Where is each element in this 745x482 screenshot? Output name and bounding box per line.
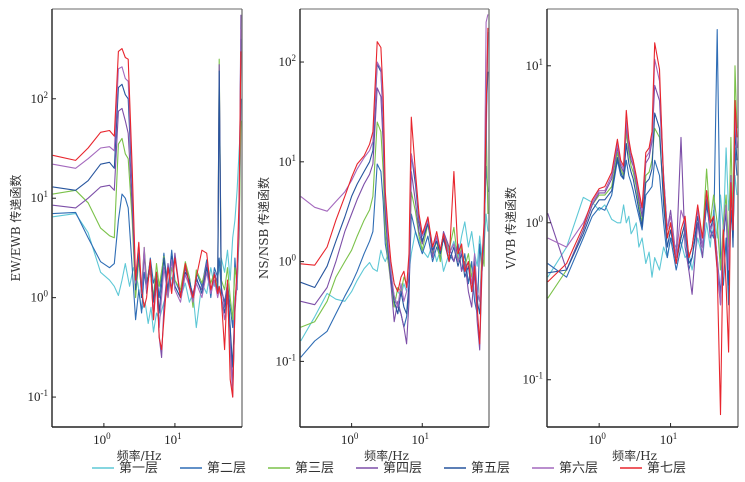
series-line-v-2 bbox=[547, 29, 738, 306]
x-tick-label: 101 bbox=[164, 431, 182, 447]
x-tick-label: 100 bbox=[341, 431, 359, 447]
series-line-v-6 bbox=[547, 58, 738, 306]
legend-label: 第二层 bbox=[207, 461, 246, 476]
legend-item: 第二层 bbox=[180, 461, 246, 476]
y-tick-label: 101 bbox=[526, 57, 544, 73]
series-line-ew-4 bbox=[52, 14, 242, 390]
x-axis-label: 频率/Hz bbox=[612, 448, 657, 463]
y-axis-label: V/VB 传递函数 bbox=[503, 187, 518, 270]
legend-item: 第四层 bbox=[356, 461, 422, 476]
x-tick-label: 101 bbox=[412, 431, 430, 447]
legend-label: 第三层 bbox=[295, 461, 334, 476]
panel-ns: 100 101 10-1 100 101 102 频率/Hz NS/NSB 传递函数 bbox=[256, 8, 490, 463]
legend-item: 第一层 bbox=[92, 461, 158, 476]
series-group bbox=[300, 14, 489, 358]
y-tick-label: 102 bbox=[279, 53, 297, 69]
series-group bbox=[547, 29, 738, 416]
legend-item: 第六层 bbox=[532, 461, 598, 476]
y-tick-label: 10-1 bbox=[276, 352, 297, 368]
y-tick-label: 100 bbox=[526, 214, 544, 230]
y-tick-label: 101 bbox=[31, 189, 49, 205]
legend-label: 第七层 bbox=[647, 461, 686, 476]
legend-item: 第五层 bbox=[444, 461, 510, 476]
legend-item: 第三层 bbox=[268, 461, 334, 476]
series-line-v-7 bbox=[547, 42, 738, 416]
y-tick-label: 10-1 bbox=[28, 388, 49, 404]
series-line-ns-7 bbox=[300, 27, 489, 345]
series-line-ns-6 bbox=[300, 14, 489, 308]
series-line-ns-1 bbox=[300, 213, 489, 342]
y-tick-label: 102 bbox=[31, 90, 49, 106]
y-axis-label: NS/NSB 传递函数 bbox=[256, 177, 271, 279]
panel-ew: 100 101 10-1 100 101 102 频率/Hz EW/EWB 传递函数 bbox=[8, 8, 243, 463]
series-line-ew-5 bbox=[52, 38, 242, 368]
x-axis-label: 频率/Hz bbox=[364, 448, 409, 463]
series-line-v-5 bbox=[547, 112, 738, 295]
y-tick-label: 100 bbox=[279, 253, 297, 269]
y-axis-label: EW/EWB 传递函数 bbox=[8, 175, 23, 282]
legend-item: 第七层 bbox=[620, 461, 686, 476]
y-tick-label: 100 bbox=[31, 289, 49, 305]
series-group bbox=[52, 14, 242, 398]
x-tick-label: 100 bbox=[93, 431, 111, 447]
series-line-ew-1 bbox=[52, 120, 242, 333]
series-line-ns-5 bbox=[300, 63, 489, 315]
legend-label: 第一层 bbox=[119, 461, 158, 476]
y-tick-label: 101 bbox=[279, 153, 297, 169]
series-line-ew-6 bbox=[52, 29, 242, 398]
y-tick-label: 10-1 bbox=[523, 371, 544, 387]
series-line-v-3 bbox=[547, 65, 738, 299]
series-line-ew-7 bbox=[52, 48, 242, 398]
legend-label: 第六层 bbox=[559, 461, 598, 476]
x-tick-label: 101 bbox=[660, 431, 678, 447]
legend-label: 第四层 bbox=[383, 461, 422, 476]
x-tick-label: 100 bbox=[588, 431, 606, 447]
legend-label: 第五层 bbox=[471, 461, 510, 476]
legend: 第一层 第二层 第三层 第四层 第五层 第六层 第七层 bbox=[92, 461, 686, 476]
x-axis-label: 频率/Hz bbox=[117, 448, 162, 463]
